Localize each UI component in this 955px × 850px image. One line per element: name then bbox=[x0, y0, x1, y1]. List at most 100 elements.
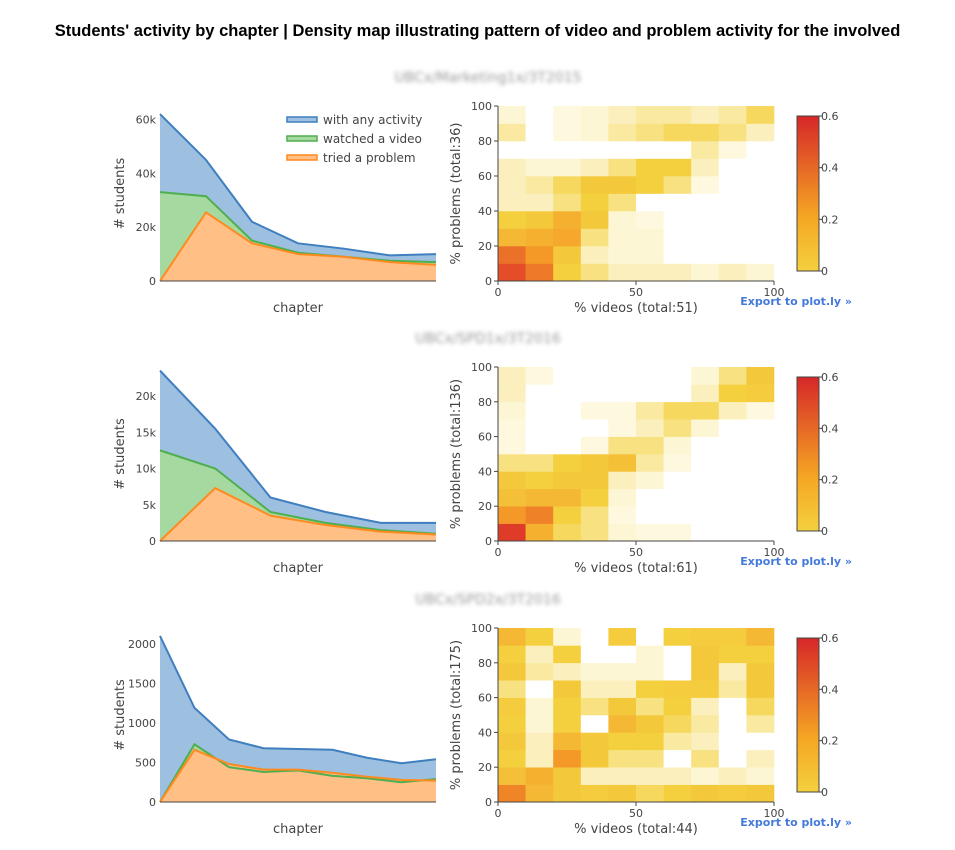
heat-cell[interactable] bbox=[691, 749, 720, 768]
heat-cell[interactable] bbox=[608, 767, 637, 785]
heat-cell[interactable] bbox=[636, 784, 664, 803]
heat-cell[interactable] bbox=[746, 211, 775, 229]
legend-swatch-any-activity[interactable] bbox=[286, 116, 318, 123]
heat-cell[interactable] bbox=[691, 436, 720, 455]
heat-cell[interactable] bbox=[498, 645, 526, 664]
heat-cell[interactable] bbox=[636, 367, 664, 385]
heat-cell[interactable] bbox=[636, 228, 664, 247]
heat-cell[interactable] bbox=[718, 680, 747, 698]
heat-cell[interactable] bbox=[608, 784, 637, 803]
heat-cell[interactable] bbox=[498, 488, 526, 507]
heat-cell[interactable] bbox=[580, 645, 609, 664]
heat-cell[interactable] bbox=[553, 471, 582, 490]
heat-cell[interactable] bbox=[608, 367, 637, 385]
heat-cell[interactable] bbox=[608, 732, 637, 751]
heat-cell[interactable] bbox=[498, 401, 526, 420]
heat-cell[interactable] bbox=[691, 784, 720, 803]
heat-cell[interactable] bbox=[746, 158, 775, 177]
heat-cell[interactable] bbox=[663, 176, 692, 194]
heat-cell[interactable] bbox=[691, 419, 720, 437]
heat-cell[interactable] bbox=[746, 645, 775, 664]
heat-cell[interactable] bbox=[580, 662, 609, 681]
heat-cell[interactable] bbox=[608, 680, 637, 698]
heat-cell[interactable] bbox=[691, 141, 720, 159]
heat-cell[interactable] bbox=[553, 211, 582, 229]
heat-cell[interactable] bbox=[746, 471, 775, 490]
heat-cell[interactable] bbox=[580, 367, 609, 385]
heat-cell[interactable] bbox=[718, 506, 747, 524]
heat-cell[interactable] bbox=[746, 141, 775, 159]
heat-cell[interactable] bbox=[636, 384, 664, 403]
heat-cell[interactable] bbox=[553, 697, 582, 716]
heat-cell[interactable] bbox=[580, 471, 609, 490]
heat-cell[interactable] bbox=[691, 506, 720, 524]
heat-cell[interactable] bbox=[718, 697, 747, 716]
heat-cell[interactable] bbox=[663, 367, 692, 385]
heat-cell[interactable] bbox=[608, 645, 637, 664]
heat-cell[interactable] bbox=[498, 749, 526, 768]
heat-cell[interactable] bbox=[636, 454, 664, 472]
heat-cell[interactable] bbox=[746, 106, 775, 124]
heat-cell[interactable] bbox=[663, 645, 692, 664]
heat-cell[interactable] bbox=[525, 506, 554, 524]
heat-cell[interactable] bbox=[580, 384, 609, 403]
heat-cell[interactable] bbox=[636, 645, 664, 664]
heat-cell[interactable] bbox=[580, 506, 609, 524]
heat-cell[interactable] bbox=[553, 193, 582, 212]
heat-cell[interactable] bbox=[525, 123, 554, 142]
heat-cell[interactable] bbox=[498, 384, 526, 403]
heat-cell[interactable] bbox=[746, 246, 775, 264]
heat-cell[interactable] bbox=[553, 506, 582, 524]
heat-cell[interactable] bbox=[498, 193, 526, 212]
heat-cell[interactable] bbox=[580, 176, 609, 194]
heat-cell[interactable] bbox=[580, 523, 609, 542]
heat-cell[interactable] bbox=[746, 419, 775, 437]
heat-cell[interactable] bbox=[498, 662, 526, 681]
heat-cell[interactable] bbox=[608, 419, 637, 437]
heat-cell[interactable] bbox=[746, 749, 775, 768]
heat-cell[interactable] bbox=[691, 697, 720, 716]
heat-cell[interactable] bbox=[663, 401, 692, 420]
heat-cell[interactable] bbox=[691, 401, 720, 420]
heat-cell[interactable] bbox=[498, 123, 526, 142]
heat-cell[interactable] bbox=[580, 436, 609, 455]
heat-cell[interactable] bbox=[553, 141, 582, 159]
heat-cell[interactable] bbox=[691, 246, 720, 264]
heat-cell[interactable] bbox=[746, 228, 775, 247]
heat-cell[interactable] bbox=[553, 749, 582, 768]
heat-cell[interactable] bbox=[608, 141, 637, 159]
legend-item-tried-problem[interactable]: tried a problem bbox=[323, 151, 416, 165]
heat-cell[interactable] bbox=[498, 419, 526, 437]
heat-cell[interactable] bbox=[636, 732, 664, 751]
heat-cell[interactable] bbox=[718, 106, 747, 124]
heat-cell[interactable] bbox=[608, 488, 637, 507]
export-to-plotly-link[interactable]: Export to plot.ly » bbox=[740, 295, 852, 308]
heat-cell[interactable] bbox=[525, 193, 554, 212]
heat-cell[interactable] bbox=[636, 141, 664, 159]
heat-cell[interactable] bbox=[553, 123, 582, 142]
heat-cell[interactable] bbox=[746, 436, 775, 455]
heat-cell[interactable] bbox=[746, 767, 775, 785]
heat-cell[interactable] bbox=[746, 454, 775, 472]
heat-cell[interactable] bbox=[663, 436, 692, 455]
heat-cell[interactable] bbox=[636, 193, 664, 212]
heat-cell[interactable] bbox=[746, 662, 775, 681]
heat-cell[interactable] bbox=[498, 784, 526, 803]
heat-cell[interactable] bbox=[691, 263, 720, 282]
heat-cell[interactable] bbox=[525, 767, 554, 785]
heat-cell[interactable] bbox=[663, 193, 692, 212]
heat-cell[interactable] bbox=[553, 106, 582, 124]
heat-cell[interactable] bbox=[718, 471, 747, 490]
heat-cell[interactable] bbox=[580, 628, 609, 646]
heat-cell[interactable] bbox=[636, 106, 664, 124]
heat-cell[interactable] bbox=[691, 228, 720, 247]
heat-cell[interactable] bbox=[608, 176, 637, 194]
heat-cell[interactable] bbox=[691, 767, 720, 785]
heat-cell[interactable] bbox=[636, 628, 664, 646]
heat-cell[interactable] bbox=[580, 697, 609, 716]
heat-cell[interactable] bbox=[580, 228, 609, 247]
heat-cell[interactable] bbox=[718, 645, 747, 664]
heat-cell[interactable] bbox=[718, 176, 747, 194]
heat-cell[interactable] bbox=[746, 384, 775, 403]
heat-cell[interactable] bbox=[636, 715, 664, 733]
